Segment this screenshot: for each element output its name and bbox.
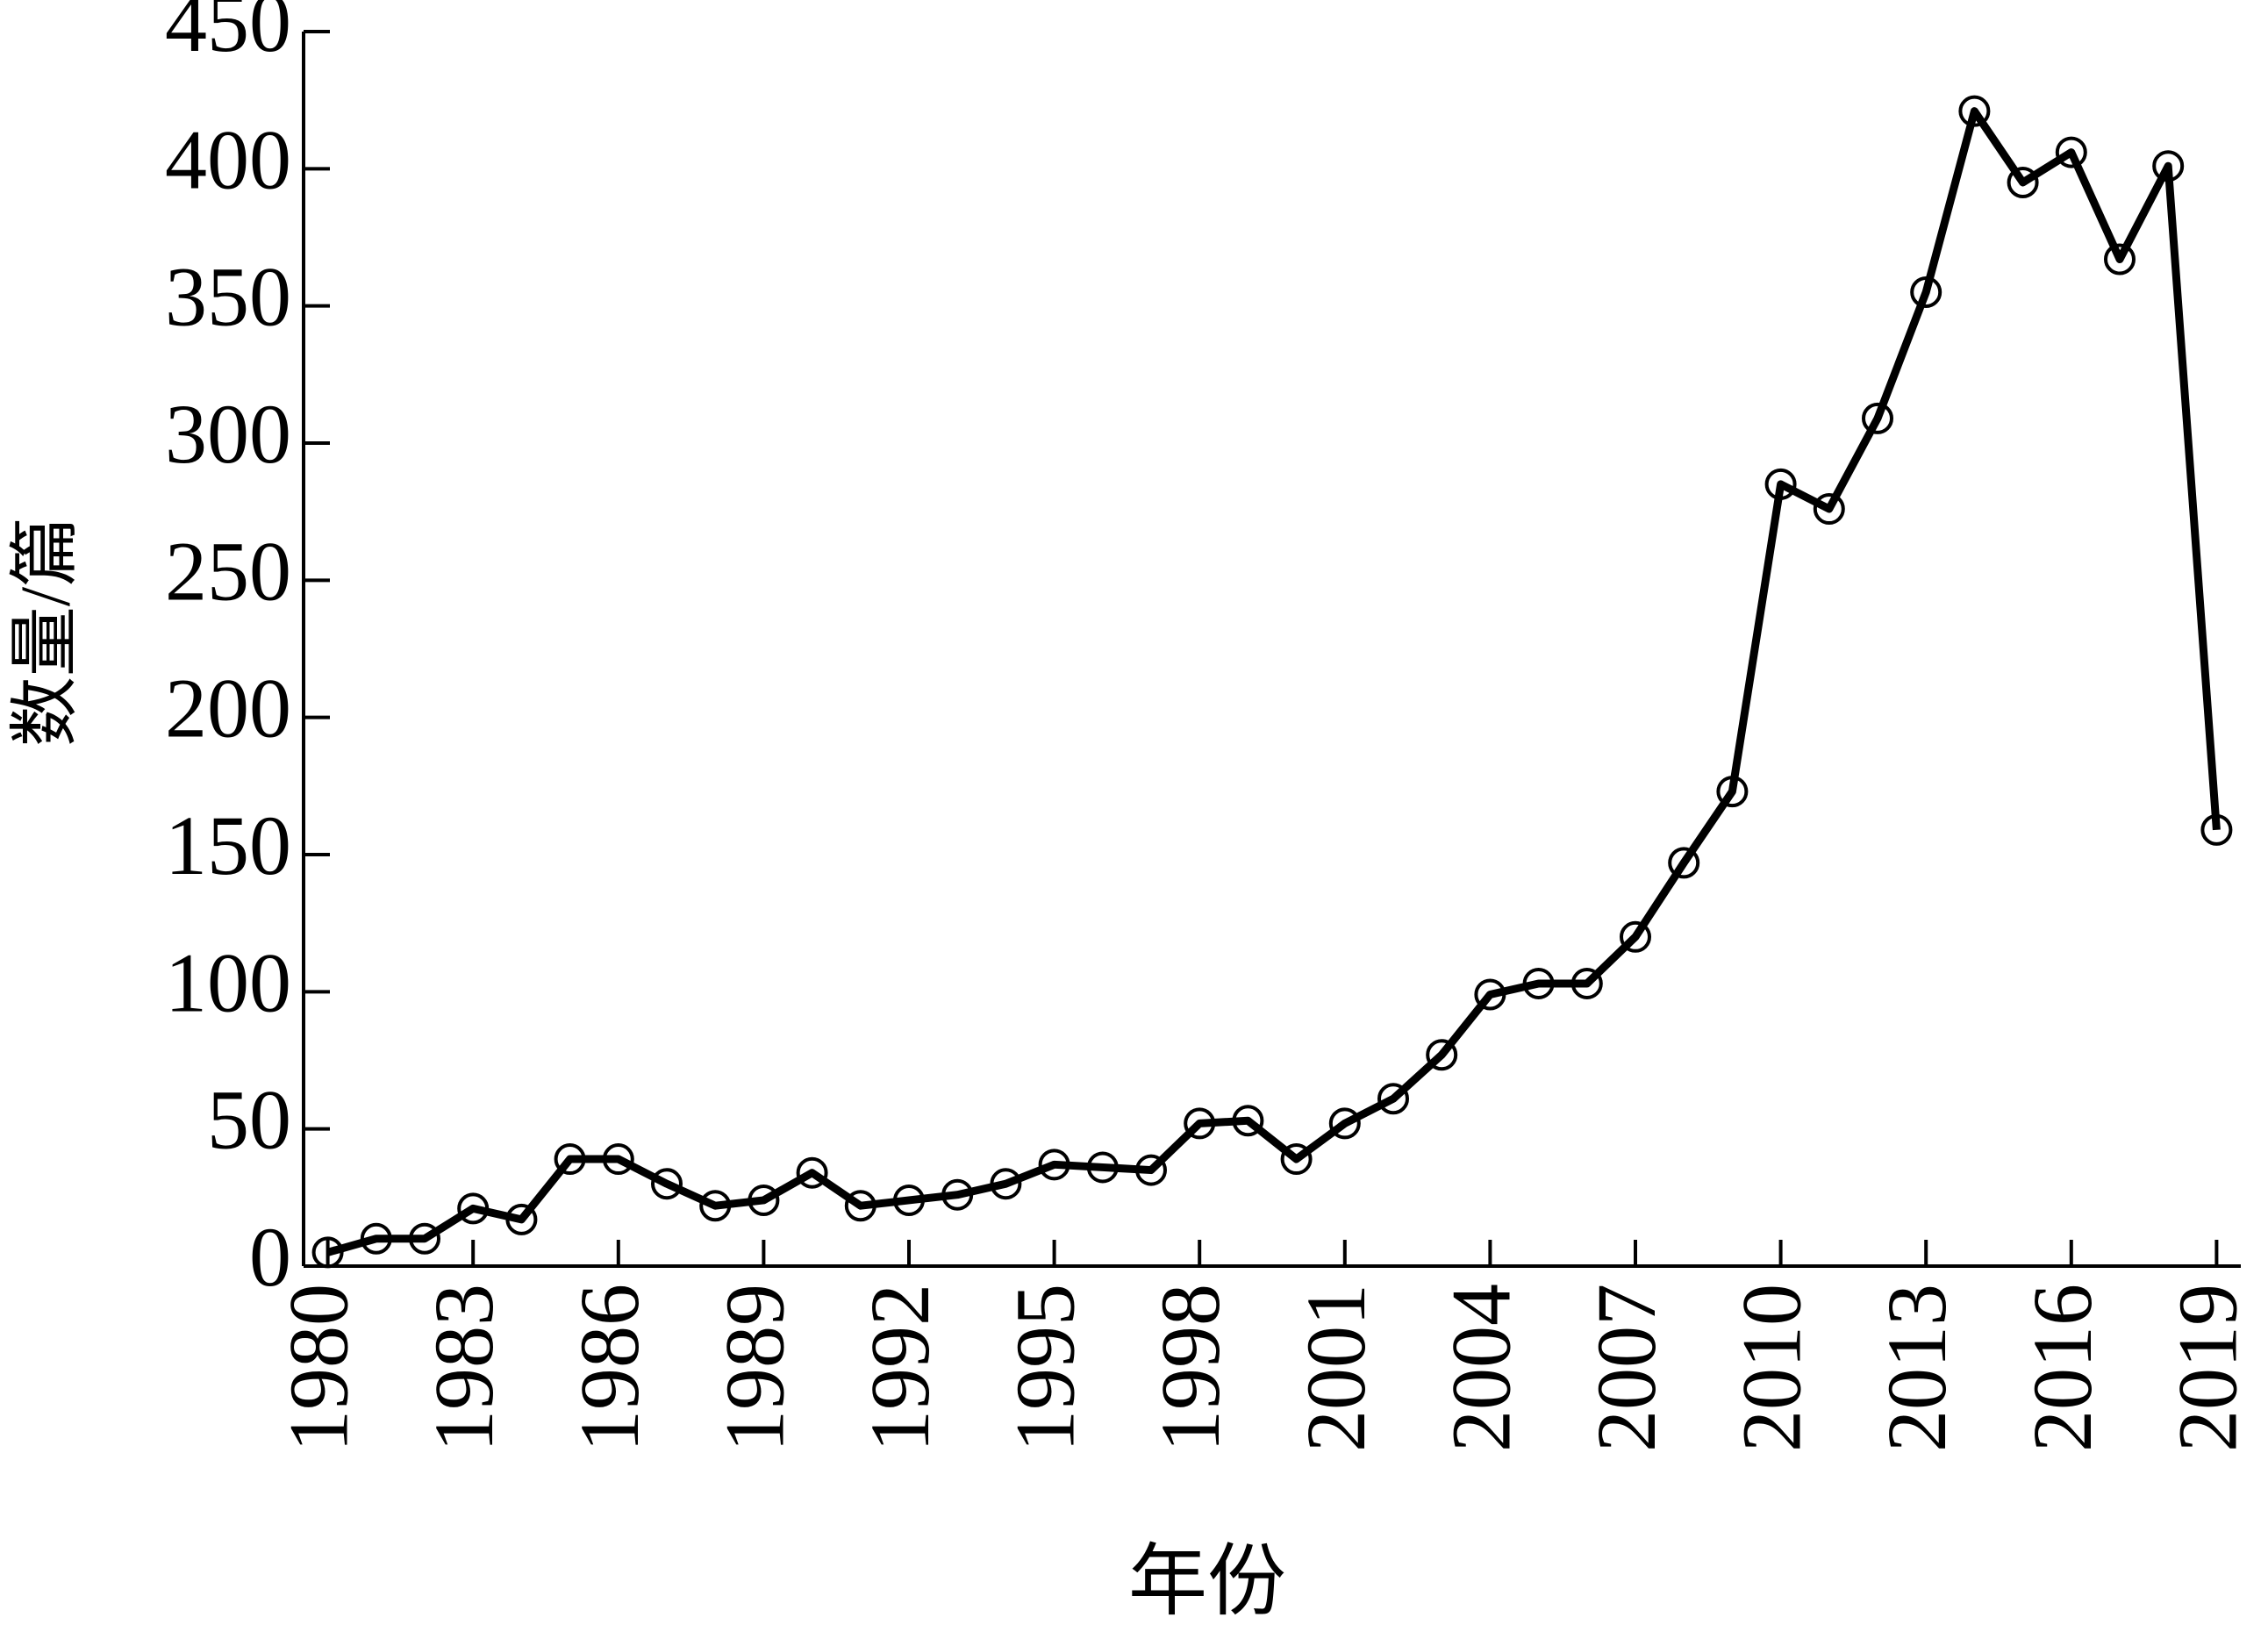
data-point [1328,1107,1361,1140]
data-point [1668,847,1700,879]
data-point [554,1143,586,1176]
x-tick-label: 2004 [1434,1284,1528,1452]
data-point [505,1203,538,1235]
data-point [2152,150,2185,183]
y-tick-label: 150 [165,798,291,892]
x-tick-label: 1998 [1143,1284,1237,1452]
data-point [1716,776,1749,808]
x-tick-label: 1992 [853,1284,947,1452]
x-tick-label: 1989 [707,1284,801,1452]
y-tick-label: 200 [165,662,291,755]
data-point [1426,1039,1458,1071]
data-point [1813,493,1845,526]
data-point [1862,402,1893,434]
data-point [1522,967,1555,999]
data-point [457,1192,490,1225]
data-point [1474,978,1506,1011]
data-point [844,1190,876,1222]
data-point [1184,1107,1216,1140]
x-axis-label: 年份 [1128,1539,1286,1626]
data-point [1135,1154,1167,1186]
data-point [651,1168,683,1200]
data-point [2104,243,2136,276]
data-point [2200,813,2233,846]
data-point [1086,1151,1119,1184]
y-tick-label: 350 [165,250,291,344]
data-point [893,1184,925,1216]
data-point [1280,1143,1313,1176]
data-point [1764,468,1797,500]
x-tick-label: 1995 [998,1284,1092,1452]
data-point [748,1184,780,1216]
data-point [941,1178,974,1211]
data-point [796,1156,828,1189]
data-point [1232,1105,1264,1137]
data-point [1910,276,1942,309]
data-line [326,107,2221,1256]
y-tick-label: 50 [207,1073,291,1167]
data-point [360,1222,392,1255]
x-tick-label: 2013 [1870,1284,1964,1452]
data-point [2055,136,2087,168]
x-tick-label: 2016 [2015,1284,2109,1452]
data-point [1038,1149,1070,1181]
data-point [311,1236,344,1269]
y-axis-label: 数量/篇 [7,517,84,747]
x-tick-label: 2001 [1289,1284,1383,1452]
data-point [409,1222,440,1255]
data-point [990,1168,1022,1200]
y-tick-label: 400 [165,112,291,206]
x-tick-label: 2010 [1725,1284,1819,1452]
data-point [602,1143,634,1176]
x-tick-label: 1980 [272,1284,366,1452]
x-tick-label: 2007 [1579,1284,1673,1452]
data-point [699,1190,732,1222]
y-tick-label: 250 [165,524,291,618]
data-point [1620,920,1651,953]
y-tick-label: 300 [165,387,291,481]
data-point [1377,1083,1409,1115]
x-tick-label: 1986 [562,1284,656,1452]
y-tick-label: 0 [249,1210,291,1304]
data-point [1958,95,1991,127]
data-point [1570,967,1603,999]
y-tick-label: 450 [165,0,291,69]
x-tick-label: 1983 [417,1284,511,1452]
x-tick-label: 2019 [2160,1284,2254,1452]
y-tick-label: 100 [165,935,291,1029]
data-point [2007,166,2039,198]
